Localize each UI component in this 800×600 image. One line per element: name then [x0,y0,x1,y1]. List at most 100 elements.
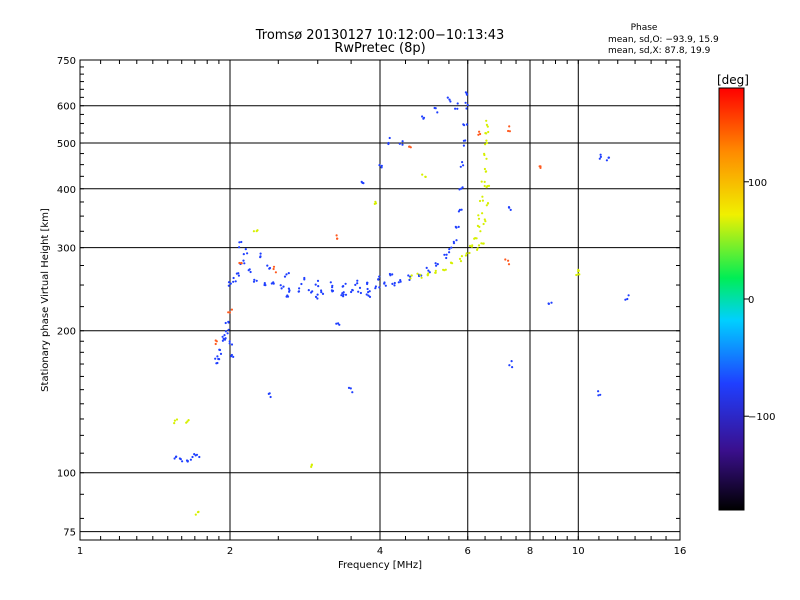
data-point [285,273,288,276]
data-point [409,146,412,149]
data-point [232,276,235,280]
data-point [409,277,412,280]
data-point [624,298,627,301]
data-point [174,455,178,458]
data-point [344,293,348,296]
data-point [483,180,486,183]
data-point [465,107,468,110]
data-point [475,237,478,240]
data-point [464,91,467,94]
grid-lines [80,60,680,540]
data-point [230,343,234,346]
colorbar-label: [deg] [717,73,749,87]
data-point [478,130,481,133]
data-point [391,282,394,285]
data-point [368,295,372,298]
data-point [480,242,483,245]
data-point [365,293,368,296]
data-point [434,269,437,272]
data-point [344,282,347,285]
data-point [272,281,275,284]
data-point [229,282,232,285]
data-point [316,297,319,300]
data-point [238,241,241,244]
chart-subtitle: RwPretec (8p) [334,41,425,56]
data-point [443,253,446,256]
data-point [401,140,404,143]
data-point [310,464,313,467]
colorbar-tick-label: −100 [748,412,775,423]
data-point [227,281,231,284]
data-point [410,274,413,277]
data-point [550,301,553,304]
data-point [508,206,511,209]
data-point [597,390,600,393]
data-point [237,274,240,277]
data-point [407,274,410,277]
data-point [215,340,218,343]
data-point [388,136,391,140]
data-point [255,230,258,233]
data-point [477,214,480,217]
data-point [186,459,189,463]
data-point [228,311,231,314]
y-tick-label: 300 [57,244,76,255]
data-point [259,256,262,259]
data-point [247,269,250,272]
data-point [477,133,480,136]
data-point [356,279,359,282]
phase-x-stats: mean, sd,X: 87.8, 19.9 [608,46,711,56]
data-point [227,284,230,287]
data-point [242,259,245,262]
data-point [434,107,437,110]
data-point [227,328,230,331]
data-point [173,457,176,460]
data-point [486,185,489,188]
data-point [483,184,486,188]
data-point [507,259,510,262]
data-point [320,289,323,292]
data-point [246,252,249,255]
data-point [214,357,217,360]
data-point [197,510,200,513]
data-point [227,321,230,324]
data-point [452,242,456,245]
data-point [232,355,235,358]
data-point [416,272,419,275]
data-point [577,268,580,271]
y-tick-label: 75 [63,528,76,539]
data-point [228,340,231,343]
data-point [393,284,396,287]
data-point [357,290,360,293]
data-point [367,291,370,294]
data-point [286,294,289,297]
data-point [507,263,511,266]
data-point [287,272,290,275]
data-point [455,239,458,242]
data-point [280,287,283,290]
data-point [434,271,437,274]
data-point [377,278,380,281]
data-point [508,364,511,367]
data-point [485,204,488,207]
data-point [454,107,457,110]
data-point [311,290,314,293]
data-point [398,142,401,145]
data-point [578,273,581,276]
data-point [288,289,291,292]
data-point [481,195,484,198]
data-point [342,293,345,296]
y-axis-ticks: 75 100 200 300 400 500 600 750 [57,56,680,539]
data-point [486,202,490,205]
data-point [465,252,468,255]
data-point [255,279,258,282]
data-point [607,156,611,159]
x-tick-label: 6 [465,546,471,557]
data-point [349,387,352,390]
data-point [450,246,453,249]
data-point [539,165,542,168]
data-point [337,322,340,325]
data-point [460,255,463,258]
data-point [482,242,485,245]
